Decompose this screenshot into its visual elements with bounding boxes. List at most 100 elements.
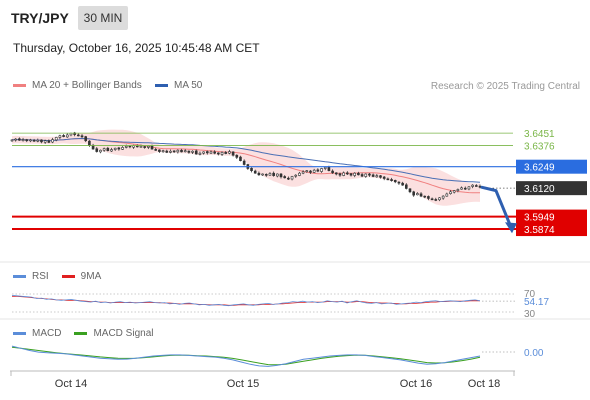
legend-ma50: MA 50 (155, 80, 202, 91)
candle (62, 134, 65, 138)
candle (29, 138, 32, 143)
candle-body (102, 148, 106, 151)
candle-body (213, 151, 216, 154)
rsi-tick: 70 (524, 289, 536, 300)
candle (438, 197, 441, 202)
candle-body (290, 176, 294, 180)
candle-body (180, 149, 183, 153)
candle (320, 167, 323, 173)
candle (294, 174, 298, 178)
candle (209, 150, 213, 154)
candle (250, 167, 253, 173)
candle-body (456, 189, 460, 191)
candle-body (357, 172, 360, 176)
candle (51, 137, 54, 144)
candle (401, 181, 404, 186)
candle-body (40, 139, 43, 143)
ma20-swatch (13, 84, 26, 87)
candle-body (467, 186, 471, 190)
datetime: Thursday, October 16, 2025 10:45:48 AM C… (13, 41, 260, 55)
candle-body (353, 172, 357, 176)
candle-body (397, 181, 401, 184)
candle (187, 150, 191, 154)
candle (40, 139, 43, 144)
candle-body (183, 150, 187, 153)
candle-body (463, 187, 467, 190)
candle (77, 133, 80, 137)
candle-body (242, 160, 246, 165)
candle (18, 137, 21, 141)
candle (198, 151, 202, 156)
candle (368, 173, 371, 177)
candle-body (416, 193, 419, 196)
bollinger-fill (12, 129, 480, 206)
candle (357, 171, 360, 176)
candle (290, 175, 294, 181)
candle-body (51, 139, 54, 143)
candle (298, 171, 301, 177)
candle (80, 134, 84, 138)
candle (364, 173, 368, 178)
rsi-value: 54.17 (524, 297, 549, 308)
resistance-label: 3.6451 (524, 129, 555, 140)
candle (441, 195, 445, 200)
candle (393, 179, 397, 184)
candle-body (434, 199, 438, 201)
level-support: 3.5949 (12, 209, 587, 224)
candle-body (224, 152, 228, 154)
candle (205, 150, 209, 155)
candle (371, 173, 375, 178)
candle (305, 170, 309, 173)
candlesticks (10, 131, 482, 202)
candle (287, 176, 290, 180)
candle-body (360, 174, 364, 177)
candle-body (368, 173, 371, 176)
candle (272, 171, 275, 177)
candle-body (261, 173, 264, 176)
candle (460, 186, 463, 190)
candle (334, 172, 338, 176)
macd-value: 0.00 (524, 348, 544, 359)
timeframe-badge[interactable]: 30 MIN (78, 6, 128, 30)
candle-body (342, 172, 345, 176)
candle-body (69, 132, 73, 136)
candle-body (460, 187, 463, 190)
candle-body (375, 175, 379, 178)
candle-body (471, 184, 474, 187)
candle-body (217, 152, 220, 155)
candle-body (408, 188, 412, 193)
price-grid (0, 261, 590, 320)
candle (338, 172, 342, 177)
rsi-tick: 30 (524, 309, 536, 320)
candle-body (10, 139, 14, 142)
support-label-box (516, 209, 587, 224)
candle (404, 183, 408, 190)
legend-macd-label: MACD (32, 328, 62, 339)
candle-body (158, 149, 161, 152)
candle (423, 195, 427, 199)
candle (449, 190, 452, 195)
candle-body (205, 151, 209, 154)
candle-body (331, 170, 334, 174)
candle-body (54, 137, 58, 141)
candle-body (95, 148, 99, 152)
candle (143, 145, 146, 149)
candle (316, 168, 320, 173)
candle-body (18, 138, 21, 141)
candle-body (346, 172, 349, 175)
candle (158, 149, 161, 153)
candle-body (401, 182, 404, 186)
candle (242, 159, 246, 166)
candle (95, 147, 99, 153)
candle (382, 176, 386, 181)
forecast-arrow-shaft (480, 185, 513, 229)
candle (408, 188, 412, 194)
candle (430, 197, 434, 201)
candle (121, 146, 124, 151)
candle (268, 172, 272, 176)
macd-signal-line (11, 346, 481, 366)
candle (471, 184, 474, 189)
level-resistance: 3.6376 (12, 142, 555, 153)
x-tick-label: Oct 16 (400, 378, 432, 390)
